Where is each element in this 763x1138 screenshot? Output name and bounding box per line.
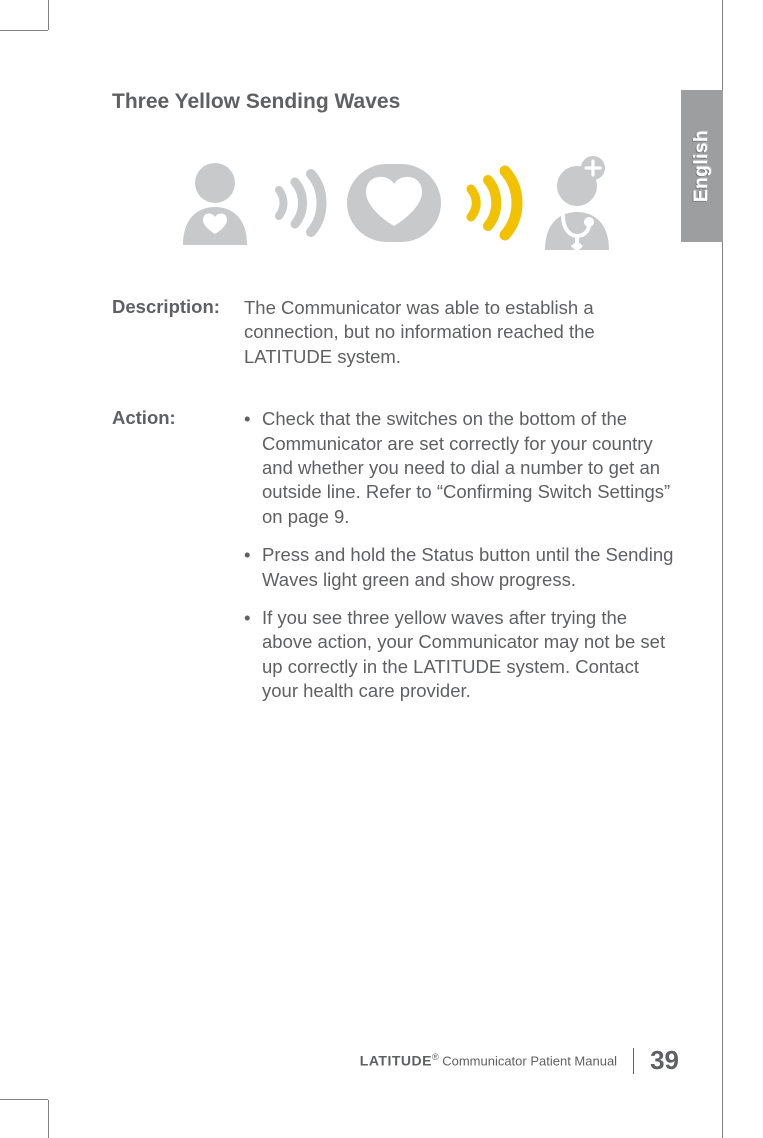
language-tab-label: English bbox=[691, 130, 713, 202]
action-row: Action: Check that the switches on the b… bbox=[112, 407, 679, 717]
footer-brand: LATITUDE bbox=[360, 1053, 432, 1069]
footer-reg: ® bbox=[432, 1052, 439, 1062]
footer-divider bbox=[633, 1048, 634, 1074]
waves-gray-icon bbox=[269, 168, 327, 238]
action-item: Check that the switches on the bottom of… bbox=[244, 407, 679, 529]
action-list-container: Check that the switches on the bottom of… bbox=[244, 407, 679, 717]
patient-icon bbox=[179, 161, 251, 245]
crop-mark bbox=[0, 30, 48, 31]
crop-mark bbox=[0, 1099, 48, 1100]
action-item: If you see three yellow waves after tryi… bbox=[244, 606, 679, 704]
action-label: Action: bbox=[112, 407, 244, 717]
page-content: English Three Yellow Sending Waves bbox=[48, 30, 723, 1100]
heart-device-icon bbox=[345, 162, 443, 244]
doctor-icon bbox=[541, 156, 613, 250]
description-text: The Communicator was able to establish a… bbox=[244, 296, 679, 369]
crop-mark bbox=[48, 0, 49, 30]
waves-yellow-icon bbox=[461, 165, 523, 241]
crop-mark bbox=[48, 1100, 49, 1138]
description-row: Description: The Communicator was able t… bbox=[112, 296, 679, 369]
page-heading: Three Yellow Sending Waves bbox=[112, 90, 679, 114]
action-list: Check that the switches on the bottom of… bbox=[244, 407, 679, 703]
action-item: Press and hold the Status button until t… bbox=[244, 543, 679, 592]
language-tab: English bbox=[681, 90, 723, 242]
description-label: Description: bbox=[112, 296, 244, 369]
status-icon-row bbox=[176, 156, 616, 250]
footer-title: LATITUDE® Communicator Patient Manual bbox=[360, 1052, 617, 1068]
footer-manual-title: Communicator Patient Manual bbox=[439, 1054, 617, 1069]
definition-list: Description: The Communicator was able t… bbox=[112, 296, 679, 718]
page-number: 39 bbox=[650, 1045, 679, 1076]
page-footer: LATITUDE® Communicator Patient Manual 39 bbox=[112, 1045, 679, 1076]
